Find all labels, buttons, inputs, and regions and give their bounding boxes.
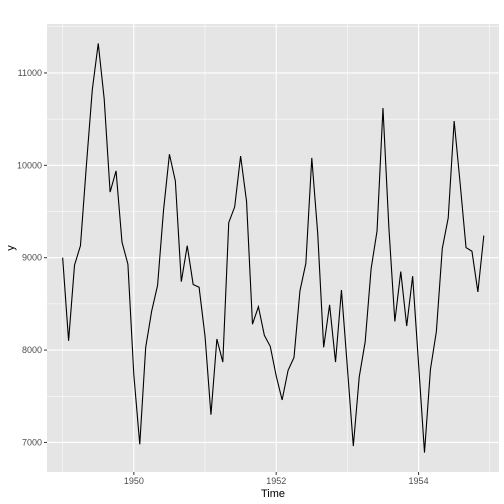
y-tick-label: 10000 bbox=[17, 160, 42, 170]
series-line bbox=[62, 43, 485, 453]
x-tick-label: 1950 bbox=[124, 476, 144, 486]
y-tick-label: 8000 bbox=[22, 345, 42, 355]
x-axis-title: Time bbox=[261, 488, 285, 500]
y-axis-title: y bbox=[5, 245, 17, 251]
x-tick-label: 1954 bbox=[409, 476, 429, 486]
y-axis-tick-labels: 7000 8000 9000 10000 11000 bbox=[17, 68, 42, 447]
x-axis-tick-labels: 1950 1952 1954 bbox=[124, 476, 429, 486]
minor-gridlines bbox=[47, 24, 499, 472]
y-tick-label: 11000 bbox=[18, 68, 42, 78]
y-tick-label: 9000 bbox=[22, 253, 42, 263]
axis-ticks bbox=[44, 72, 420, 475]
y-tick-label: 7000 bbox=[22, 437, 42, 447]
plot-panel bbox=[47, 24, 499, 472]
x-tick-label: 1952 bbox=[266, 476, 286, 486]
